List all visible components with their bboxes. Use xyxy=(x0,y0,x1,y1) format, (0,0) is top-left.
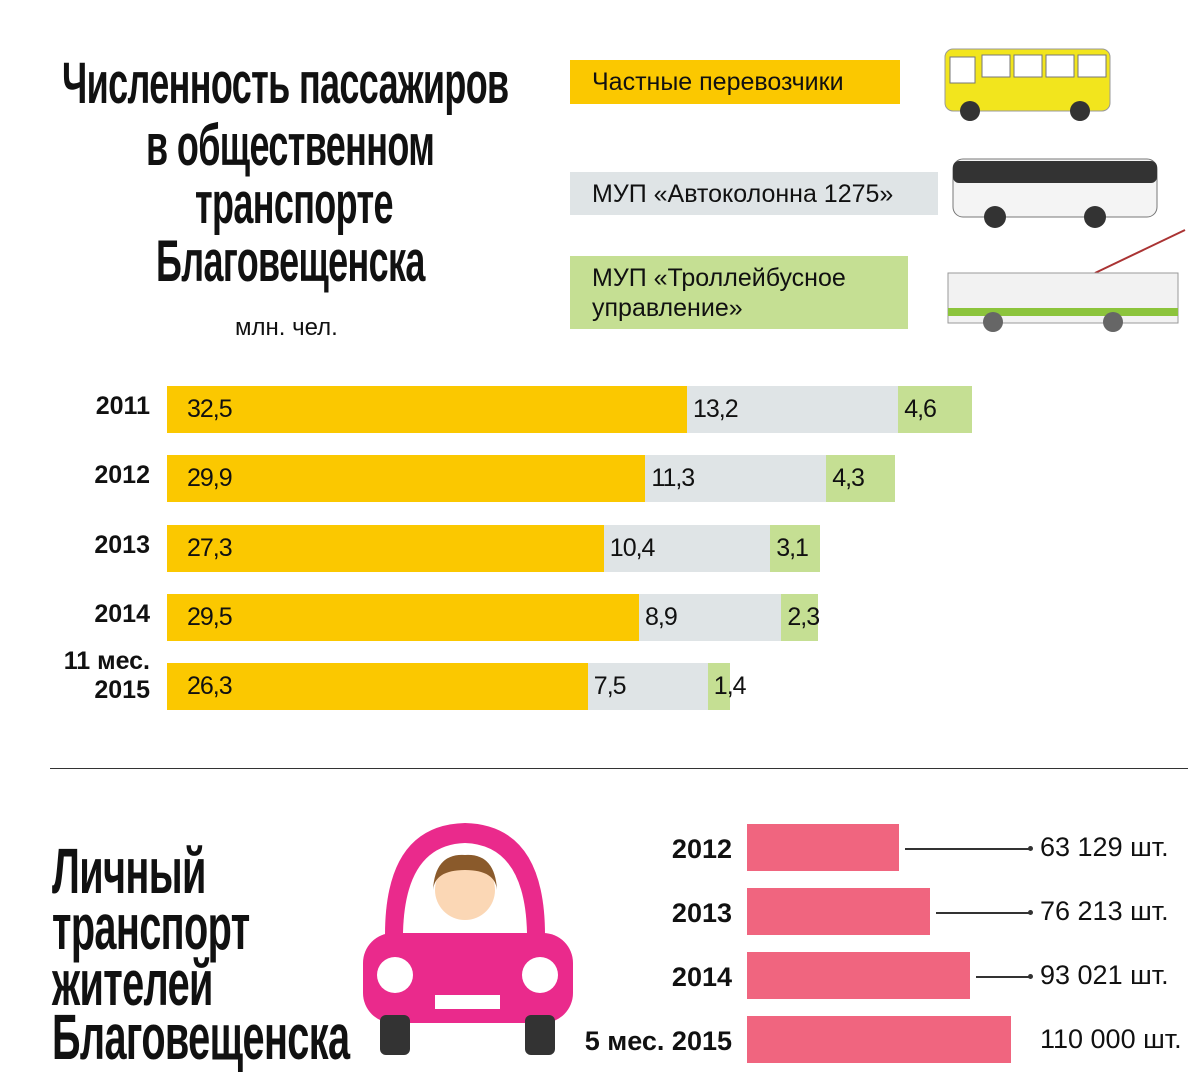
chart-title-bottom: Личный транспорт жителей Благовещенска xyxy=(52,835,452,1073)
category-label: 2011 xyxy=(95,392,150,420)
bar xyxy=(747,952,971,999)
bar-segment: 27,3 xyxy=(167,525,604,572)
bar-segment: 32,5 xyxy=(167,386,687,433)
bar-segment: 1,4 xyxy=(707,663,747,710)
legend-autokolonna: МУП «Автоколонна 1275» xyxy=(570,172,938,215)
car-illustration-icon xyxy=(363,823,573,1055)
leader-line xyxy=(904,846,1034,851)
leader-line xyxy=(935,910,1034,915)
bar-segment: 3,1 xyxy=(770,525,820,572)
bar-segment: 13,2 xyxy=(687,386,899,433)
bar-segment: 29,9 xyxy=(167,455,646,502)
title-line: транспорт xyxy=(52,891,250,963)
bar-segment: 8,9 xyxy=(639,594,782,641)
bar-segment: 10,4 xyxy=(603,525,771,572)
legend-trolleybus: МУП «Троллейбусное управление» xyxy=(570,256,908,329)
title-line: Личный xyxy=(52,835,206,907)
category-label: 2014 xyxy=(671,962,732,992)
value-label: 93 021 шт. xyxy=(1040,960,1169,990)
bar-segment: 4,6 xyxy=(898,386,972,433)
value-label: 76 213 шт. xyxy=(1040,896,1169,926)
title-line: транспорте xyxy=(195,171,394,236)
category-label: 2012 xyxy=(94,461,150,489)
title-line: Благовещенска xyxy=(156,229,425,294)
trolleybus-icon xyxy=(947,229,1186,332)
legend-label: Частные перевозчики xyxy=(592,68,844,96)
legend-label: МУП «Троллейбусное управление» xyxy=(592,263,846,322)
bar-segment: 26,3 xyxy=(167,663,588,710)
leader-line xyxy=(976,974,1033,979)
bar-segment: 7,5 xyxy=(587,663,708,710)
legend-private: Частные перевозчики xyxy=(570,60,900,104)
bar-segment: 11,3 xyxy=(645,455,827,502)
bar xyxy=(747,888,930,935)
unit-label: млн. чел. xyxy=(235,314,338,341)
category-label: 2013 xyxy=(671,898,732,928)
category-label: 2012 xyxy=(671,834,732,864)
category-label: 2014 xyxy=(94,600,150,628)
yellow-bus-icon xyxy=(944,48,1111,121)
bar xyxy=(747,1016,1011,1063)
category-label: 11 мес. 2015 xyxy=(63,647,150,704)
bar-segment: 2,3 xyxy=(781,594,820,641)
category-label: 5 мес. 2015 xyxy=(584,1026,732,1056)
title-line: в общественном xyxy=(146,113,435,178)
value-label: 110 000 шт. xyxy=(1040,1024,1182,1054)
title-line: Численность пассажиров xyxy=(62,51,509,116)
bar xyxy=(747,824,899,871)
category-label: 2013 xyxy=(94,531,150,559)
white-bus-icon xyxy=(952,158,1158,228)
divider xyxy=(50,768,1188,769)
bar-segment: 4,3 xyxy=(826,455,895,502)
legend-label: МУП «Автоколонна 1275» xyxy=(592,179,894,208)
title-line: Благовещенска xyxy=(52,1001,350,1073)
chart-title: Численность пассажиров в общественном тр… xyxy=(0,55,590,295)
value-label: 63 129 шт. xyxy=(1040,832,1169,862)
bar-segment: 29,5 xyxy=(167,594,639,641)
title-line: жителей xyxy=(52,947,213,1019)
